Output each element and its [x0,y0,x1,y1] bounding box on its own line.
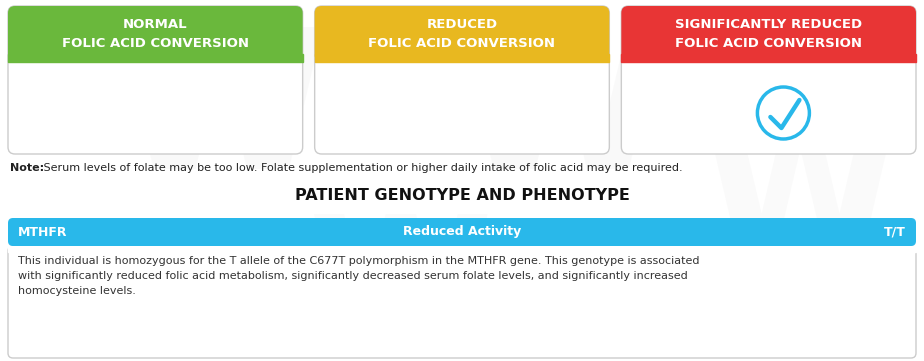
FancyBboxPatch shape [8,218,916,246]
FancyBboxPatch shape [315,6,609,62]
Bar [315,54,609,62]
Text: PATIENT GENOTYPE AND PHENOTYPE: PATIENT GENOTYPE AND PHENOTYPE [295,188,629,203]
FancyBboxPatch shape [621,6,916,154]
Bar [8,246,916,252]
FancyBboxPatch shape [8,246,916,358]
Text: W: W [700,112,900,288]
Text: REDUCED
FOLIC ACID CONVERSION: REDUCED FOLIC ACID CONVERSION [369,18,555,50]
FancyBboxPatch shape [621,6,916,62]
Text: W: W [608,229,792,361]
Text: Reduced Activity: Reduced Activity [403,226,521,239]
FancyBboxPatch shape [315,6,609,154]
Bar [621,54,916,62]
Text: W: W [308,209,492,361]
Text: This individual is homozygous for the T allele of the C677T polymorphism in the : This individual is homozygous for the T … [18,256,699,296]
FancyBboxPatch shape [8,6,303,62]
Text: Note:: Note: [10,163,44,173]
Bar [8,54,303,62]
Text: W: W [453,21,667,209]
Text: SIGNIFICANTLY REDUCED
FOLIC ACID CONVERSION: SIGNIFICANTLY REDUCED FOLIC ACID CONVERS… [675,18,862,50]
Text: Serum levels of folate may be too low. Folate supplementation or higher daily in: Serum levels of folate may be too low. F… [40,163,683,173]
Bar [8,246,916,252]
Text: NORMAL
FOLIC ACID CONVERSION: NORMAL FOLIC ACID CONVERSION [62,18,249,50]
FancyBboxPatch shape [8,6,303,154]
Text: W: W [113,21,327,209]
Text: MTHFR: MTHFR [18,226,67,239]
Text: T/T: T/T [884,226,906,239]
